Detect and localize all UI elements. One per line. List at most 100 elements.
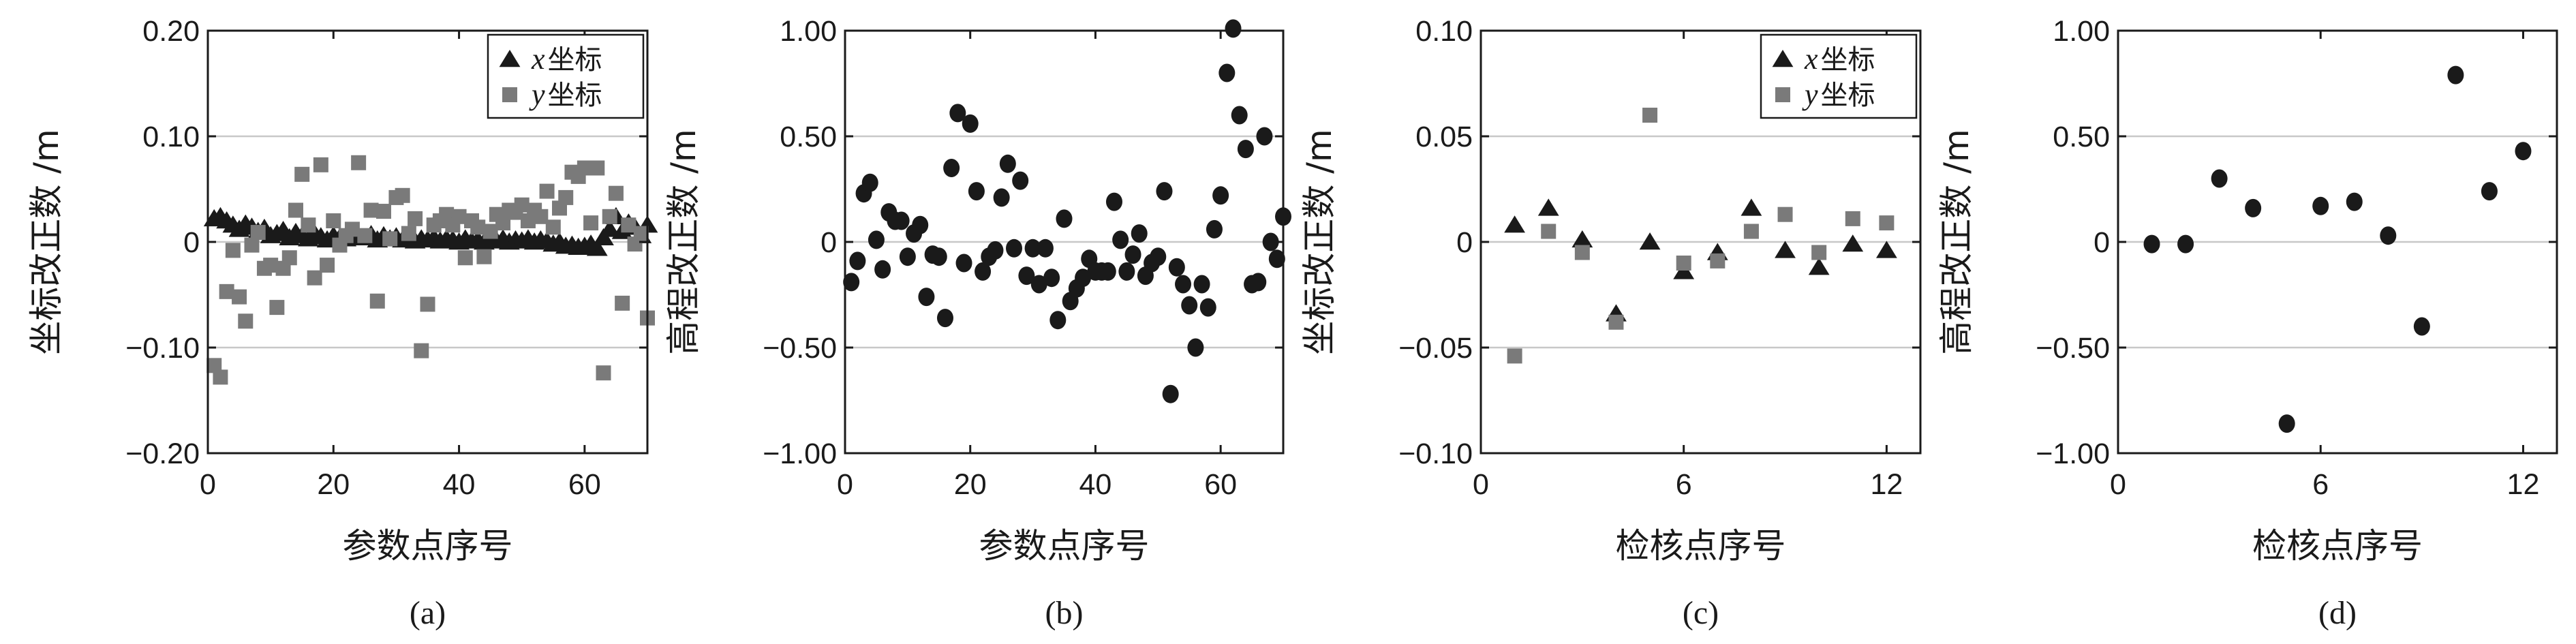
data-point-circle: [1212, 186, 1229, 205]
data-point-square: [250, 225, 266, 241]
y-tick-label: −0.20: [125, 438, 200, 470]
data-point-square: [408, 211, 423, 226]
data-point-circle: [1175, 275, 1192, 294]
data-point-circle: [2245, 198, 2262, 217]
data-point-square: [495, 215, 511, 231]
data-point-triangle: [599, 219, 621, 237]
data-point-circle: [899, 247, 916, 266]
panel-caption: (d): [2318, 595, 2357, 631]
data-point-square: [533, 209, 549, 224]
y-tick-label: −0.50: [763, 332, 837, 365]
panel-caption: (b): [1045, 595, 1084, 631]
data-point-circle: [936, 309, 953, 328]
x-axis-label: 参数点序号: [979, 526, 1150, 566]
data-point-circle: [930, 247, 947, 266]
data-point-square: [219, 283, 234, 299]
data-point-square: [1642, 108, 1658, 123]
data-point-square: [301, 217, 316, 233]
x-axis-label: 检核点序号: [1616, 526, 1786, 566]
data-point-square: [420, 296, 435, 312]
data-point-circle: [1156, 182, 1173, 201]
data-point-circle: [1231, 106, 1248, 125]
x-tick-label: 12: [2507, 468, 2540, 501]
data-point-square: [313, 157, 328, 172]
y-tick-label: 0.05: [1415, 121, 1473, 153]
data-point-circle: [868, 230, 885, 249]
data-point-circle: [1162, 384, 1179, 403]
data-point-square: [294, 166, 310, 182]
x-axis-label: 检核点序号: [2252, 526, 2423, 566]
legend-entry-label: 坐标: [548, 80, 602, 111]
x-tick-label: 12: [1870, 468, 1903, 501]
data-point-square: [414, 343, 429, 358]
data-point-square: [1541, 224, 1557, 239]
data-point-square: [401, 226, 416, 241]
data-point-square: [545, 219, 561, 235]
legend-marker-square: [1775, 87, 1790, 102]
data-point-circle: [1099, 262, 1116, 281]
data-point-square: [232, 289, 247, 305]
data-point-circle: [993, 188, 1010, 207]
legend: x 坐标y 坐标: [487, 33, 645, 119]
panel-caption: (c): [1683, 595, 1719, 631]
y-tick-label: 0: [183, 226, 200, 259]
x-tick-label: 0: [1473, 468, 1489, 501]
data-point-triangle: [586, 239, 608, 256]
data-point-square: [363, 202, 379, 218]
y-tick-label: −0.10: [125, 332, 200, 365]
legend-entry-prefix: y: [1802, 78, 1818, 111]
data-point-square: [288, 202, 303, 218]
x-tick-label: 60: [568, 468, 601, 501]
data-point-circle: [1256, 127, 1273, 146]
data-point-square: [263, 258, 279, 273]
data-point-circle: [2447, 65, 2464, 85]
data-point-circle: [987, 241, 1004, 260]
data-point-circle: [955, 254, 972, 273]
data-point-square: [1574, 245, 1590, 260]
y-axis-label: 高程改正数 /m: [664, 129, 703, 354]
legend-entry-prefix: y: [529, 78, 545, 111]
data-point-square: [615, 295, 630, 311]
data-point-square: [326, 213, 341, 228]
data-point-circle: [843, 273, 860, 292]
x-tick-label: 0: [200, 468, 216, 501]
data-point-square: [1845, 211, 1860, 226]
legend-entry-label: 坐标: [1821, 80, 1875, 111]
data-point-circle: [1105, 192, 1122, 211]
data-point-square: [1879, 215, 1895, 231]
data-point-circle: [999, 154, 1016, 173]
data-point-circle: [1030, 275, 1047, 294]
legend-marker-square: [502, 87, 517, 102]
data-point-circle: [1037, 239, 1054, 258]
data-point-triangle: [1639, 232, 1661, 250]
data-point-circle: [2481, 182, 2498, 201]
data-point-square: [357, 228, 373, 243]
data-point-circle: [1049, 311, 1067, 330]
panel-d: −1.00 −0.50 0 0.50 1.00 0 6 12 检核点序号 高程改正数 /m (d): [1937, 15, 2558, 631]
data-point-square: [1710, 253, 1726, 269]
data-point-square: [1507, 348, 1522, 364]
data-point-circle: [1024, 239, 1041, 258]
y-tick-label: −0.10: [1398, 438, 1473, 470]
y-axis-label: 高程改正数 /m: [1937, 129, 1976, 354]
data-point-circle: [2143, 234, 2160, 254]
data-point-square: [482, 224, 498, 239]
x-tick-label: 6: [2312, 468, 2329, 501]
data-point-square: [476, 249, 492, 264]
data-point-square: [238, 313, 254, 329]
data-point-circle: [861, 173, 878, 192]
x-tick-label: 40: [443, 468, 476, 501]
data-point-circle: [893, 211, 910, 230]
data-point-square: [344, 221, 360, 237]
x-tick-label: 20: [954, 468, 987, 501]
data-point-square: [539, 183, 555, 199]
y-tick-label: 0.50: [2053, 121, 2110, 153]
data-point-circle: [1006, 239, 1023, 258]
y-tick-label: 0.20: [142, 15, 200, 48]
data-point-square: [457, 250, 473, 266]
data-point-circle: [1150, 247, 1167, 266]
data-point-circle: [1056, 209, 1073, 228]
data-point-triangle: [1741, 198, 1762, 216]
x-tick-label: 20: [317, 468, 350, 501]
